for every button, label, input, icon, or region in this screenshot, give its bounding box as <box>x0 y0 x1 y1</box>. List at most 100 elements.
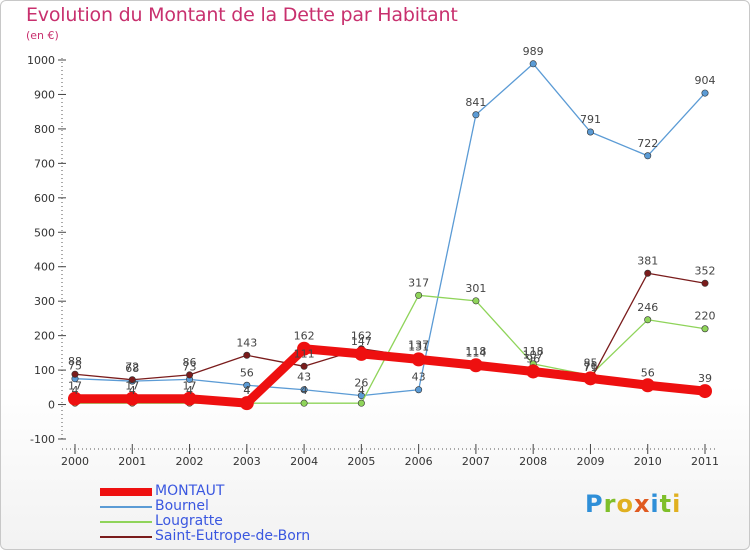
chart-title: Evolution du Montant de la Dette par Hab… <box>26 4 458 26</box>
y-tick-label: 0 <box>48 399 55 412</box>
x-tick-label: 2004 <box>290 455 318 468</box>
data-point <box>128 376 136 384</box>
data-label: 381 <box>637 254 658 267</box>
series-line-saint-eutrope-de-born <box>74 272 706 381</box>
logo-letter: t <box>659 490 673 518</box>
data-label: 56 <box>641 366 655 379</box>
data-label: 147 <box>351 335 372 348</box>
data-point <box>71 370 79 378</box>
data-point <box>701 89 709 97</box>
data-label: 989 <box>523 45 544 58</box>
data-point <box>297 341 312 356</box>
legend-label: Lougratte <box>155 513 223 529</box>
data-label: 39 <box>698 372 712 385</box>
data-label: 352 <box>695 264 716 277</box>
data-label: 17 <box>125 380 139 393</box>
y-tick-label: 1000 <box>27 54 55 67</box>
data-point <box>354 346 369 361</box>
data-point <box>644 269 652 277</box>
data-label: 722 <box>637 137 658 150</box>
logo-letter: i <box>650 490 660 518</box>
data-point <box>472 297 480 305</box>
x-tick-label: 2010 <box>634 455 662 468</box>
data-point <box>239 396 254 411</box>
data-label: 43 <box>297 371 311 384</box>
data-point <box>300 362 308 370</box>
data-point <box>300 399 308 407</box>
data-label: 4 <box>186 384 193 397</box>
data-label: 118 <box>523 345 544 358</box>
data-point <box>415 386 423 394</box>
data-label: 86 <box>183 356 197 369</box>
data-label: 246 <box>637 301 658 314</box>
data-point <box>640 378 655 393</box>
y-tick-label: 600 <box>34 192 55 205</box>
data-label: 317 <box>408 276 429 289</box>
x-tick-label: 2001 <box>118 455 146 468</box>
data-label: 85 <box>583 356 597 369</box>
data-label: 76 <box>583 359 597 372</box>
data-point <box>529 60 537 68</box>
series-line-lougratte <box>74 294 706 404</box>
x-tick-label: 2008 <box>519 455 547 468</box>
legend-label: Saint-Eutrope-de-Born <box>155 528 311 544</box>
data-point <box>243 381 251 389</box>
x-tick-label: 2000 <box>61 455 89 468</box>
y-tick-label: 100 <box>34 364 55 377</box>
data-label: 71 <box>583 361 597 374</box>
x-tick-label: 2006 <box>405 455 433 468</box>
y-tick-label: 400 <box>34 261 55 274</box>
data-label: 841 <box>465 96 486 109</box>
legend-swatch <box>100 536 152 538</box>
y-tick-label: 300 <box>34 295 55 308</box>
x-tick-label: 2011 <box>691 455 719 468</box>
y-tick-label: 200 <box>34 330 55 343</box>
data-label: 17 <box>183 380 197 393</box>
data-label: 162 <box>294 330 315 343</box>
x-tick-label: 2002 <box>176 455 204 468</box>
data-point <box>357 399 365 407</box>
y-tick-label: 800 <box>34 123 55 136</box>
y-tick-label: 900 <box>34 88 55 101</box>
data-label: 56 <box>240 366 254 379</box>
data-label: 791 <box>580 113 601 126</box>
data-label: 114 <box>465 346 486 359</box>
data-label: 143 <box>236 336 257 349</box>
x-tick-label: 2009 <box>576 455 604 468</box>
data-point <box>468 358 483 373</box>
legend-swatch <box>100 506 152 508</box>
data-label: 904 <box>695 74 716 87</box>
data-label: 75 <box>68 360 82 373</box>
data-point <box>411 352 426 367</box>
proxiti-logo: Proxiti <box>585 490 681 518</box>
data-point <box>698 384 712 399</box>
data-label: 118 <box>465 345 486 358</box>
data-point <box>357 392 365 400</box>
data-point <box>644 152 652 160</box>
legend-label: Bournel <box>155 498 209 514</box>
data-point <box>243 351 251 359</box>
data-label: 17 <box>68 380 82 393</box>
data-label: 107 <box>523 349 544 362</box>
data-label: 301 <box>465 282 486 295</box>
data-label: 4 <box>358 384 365 397</box>
data-point <box>68 391 82 406</box>
data-label: 4 <box>129 384 136 397</box>
data-point <box>415 291 423 299</box>
x-tick-label: 2005 <box>347 455 375 468</box>
legend-swatch <box>100 488 152 496</box>
logo-letter: P <box>585 490 604 518</box>
logo-letter: o <box>616 490 634 518</box>
legend-label: MONTAUT <box>155 483 225 499</box>
data-point <box>526 364 541 379</box>
y-tick-label: -100 <box>30 433 55 446</box>
data-label: 220 <box>695 310 716 323</box>
data-point <box>586 128 594 136</box>
data-label: 96 <box>526 352 540 365</box>
data-label: 4 <box>301 384 308 397</box>
data-label: 43 <box>412 371 426 384</box>
data-label: 111 <box>294 347 315 360</box>
data-label: 88 <box>68 355 82 368</box>
